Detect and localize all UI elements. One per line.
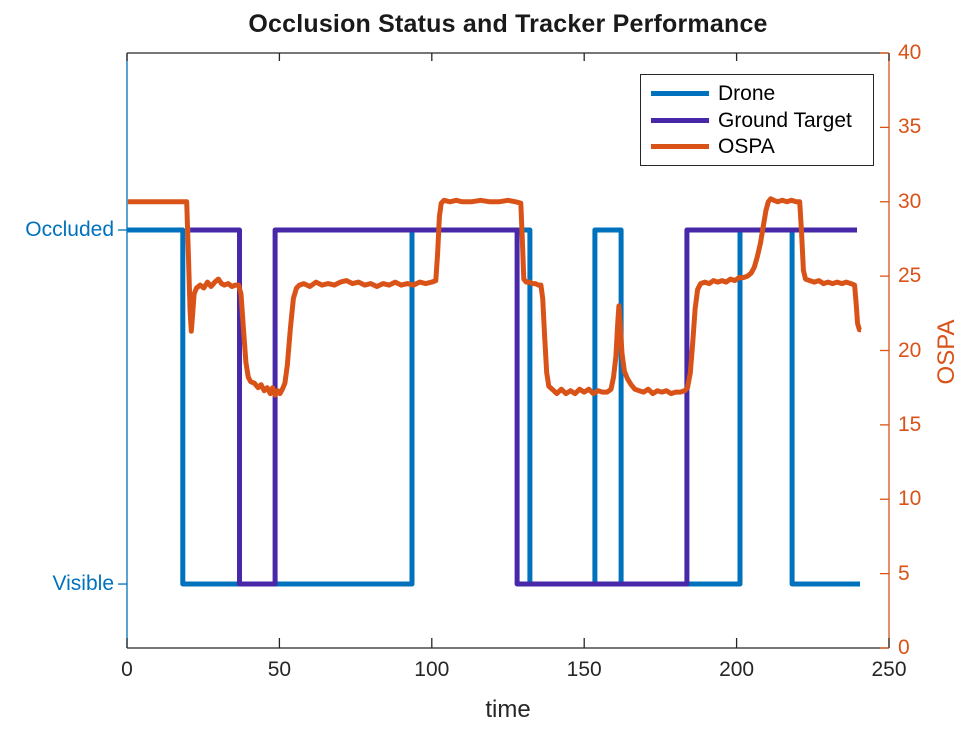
legend-swatch xyxy=(651,117,709,123)
right-tick-label-1: 5 xyxy=(898,561,910,585)
ospa-line xyxy=(127,196,862,398)
legend: Drone Ground Target OSPA xyxy=(640,74,874,166)
legend-label: Ground Target xyxy=(718,108,852,132)
legend-label: Drone xyxy=(718,81,776,105)
legend-swatch xyxy=(651,144,709,150)
left-tick-label-1: Visible xyxy=(52,572,114,596)
right-y-axis-label: OSPA xyxy=(933,319,960,385)
x-axis-label: time xyxy=(485,696,531,723)
left-tick-label-0: Occluded xyxy=(25,218,114,241)
right-tick-label-3: 15 xyxy=(898,412,922,436)
legend-item-ospa: OSPA xyxy=(641,136,873,157)
right-tick-label-6: 30 xyxy=(898,189,922,213)
right-tick-label-0: 0 xyxy=(898,636,910,659)
x-tick-label-1: 50 xyxy=(267,658,292,681)
x-tick-label-3: 150 xyxy=(566,658,602,681)
x-tick-label-5: 250 xyxy=(871,658,907,681)
x-tick-label-0: 0 xyxy=(121,658,133,681)
x-tick-label-4: 200 xyxy=(719,658,755,681)
legend-label: OSPA xyxy=(718,135,775,159)
right-tick-label-8: 40 xyxy=(898,41,922,64)
chart-title: Occlusion Status and Tracker Performance xyxy=(248,10,768,38)
right-tick-label-5: 25 xyxy=(898,264,922,288)
x-tick-label-2: 100 xyxy=(414,658,450,681)
legend-item-ground-target: Ground Target xyxy=(641,110,873,131)
right-tick-label-7: 35 xyxy=(898,115,922,139)
ground-target-line xyxy=(190,227,857,587)
right-tick-label-4: 20 xyxy=(898,338,922,362)
legend-swatch xyxy=(651,90,709,96)
right-tick-label-2: 10 xyxy=(898,487,922,511)
legend-item-drone: Drone xyxy=(641,83,873,104)
